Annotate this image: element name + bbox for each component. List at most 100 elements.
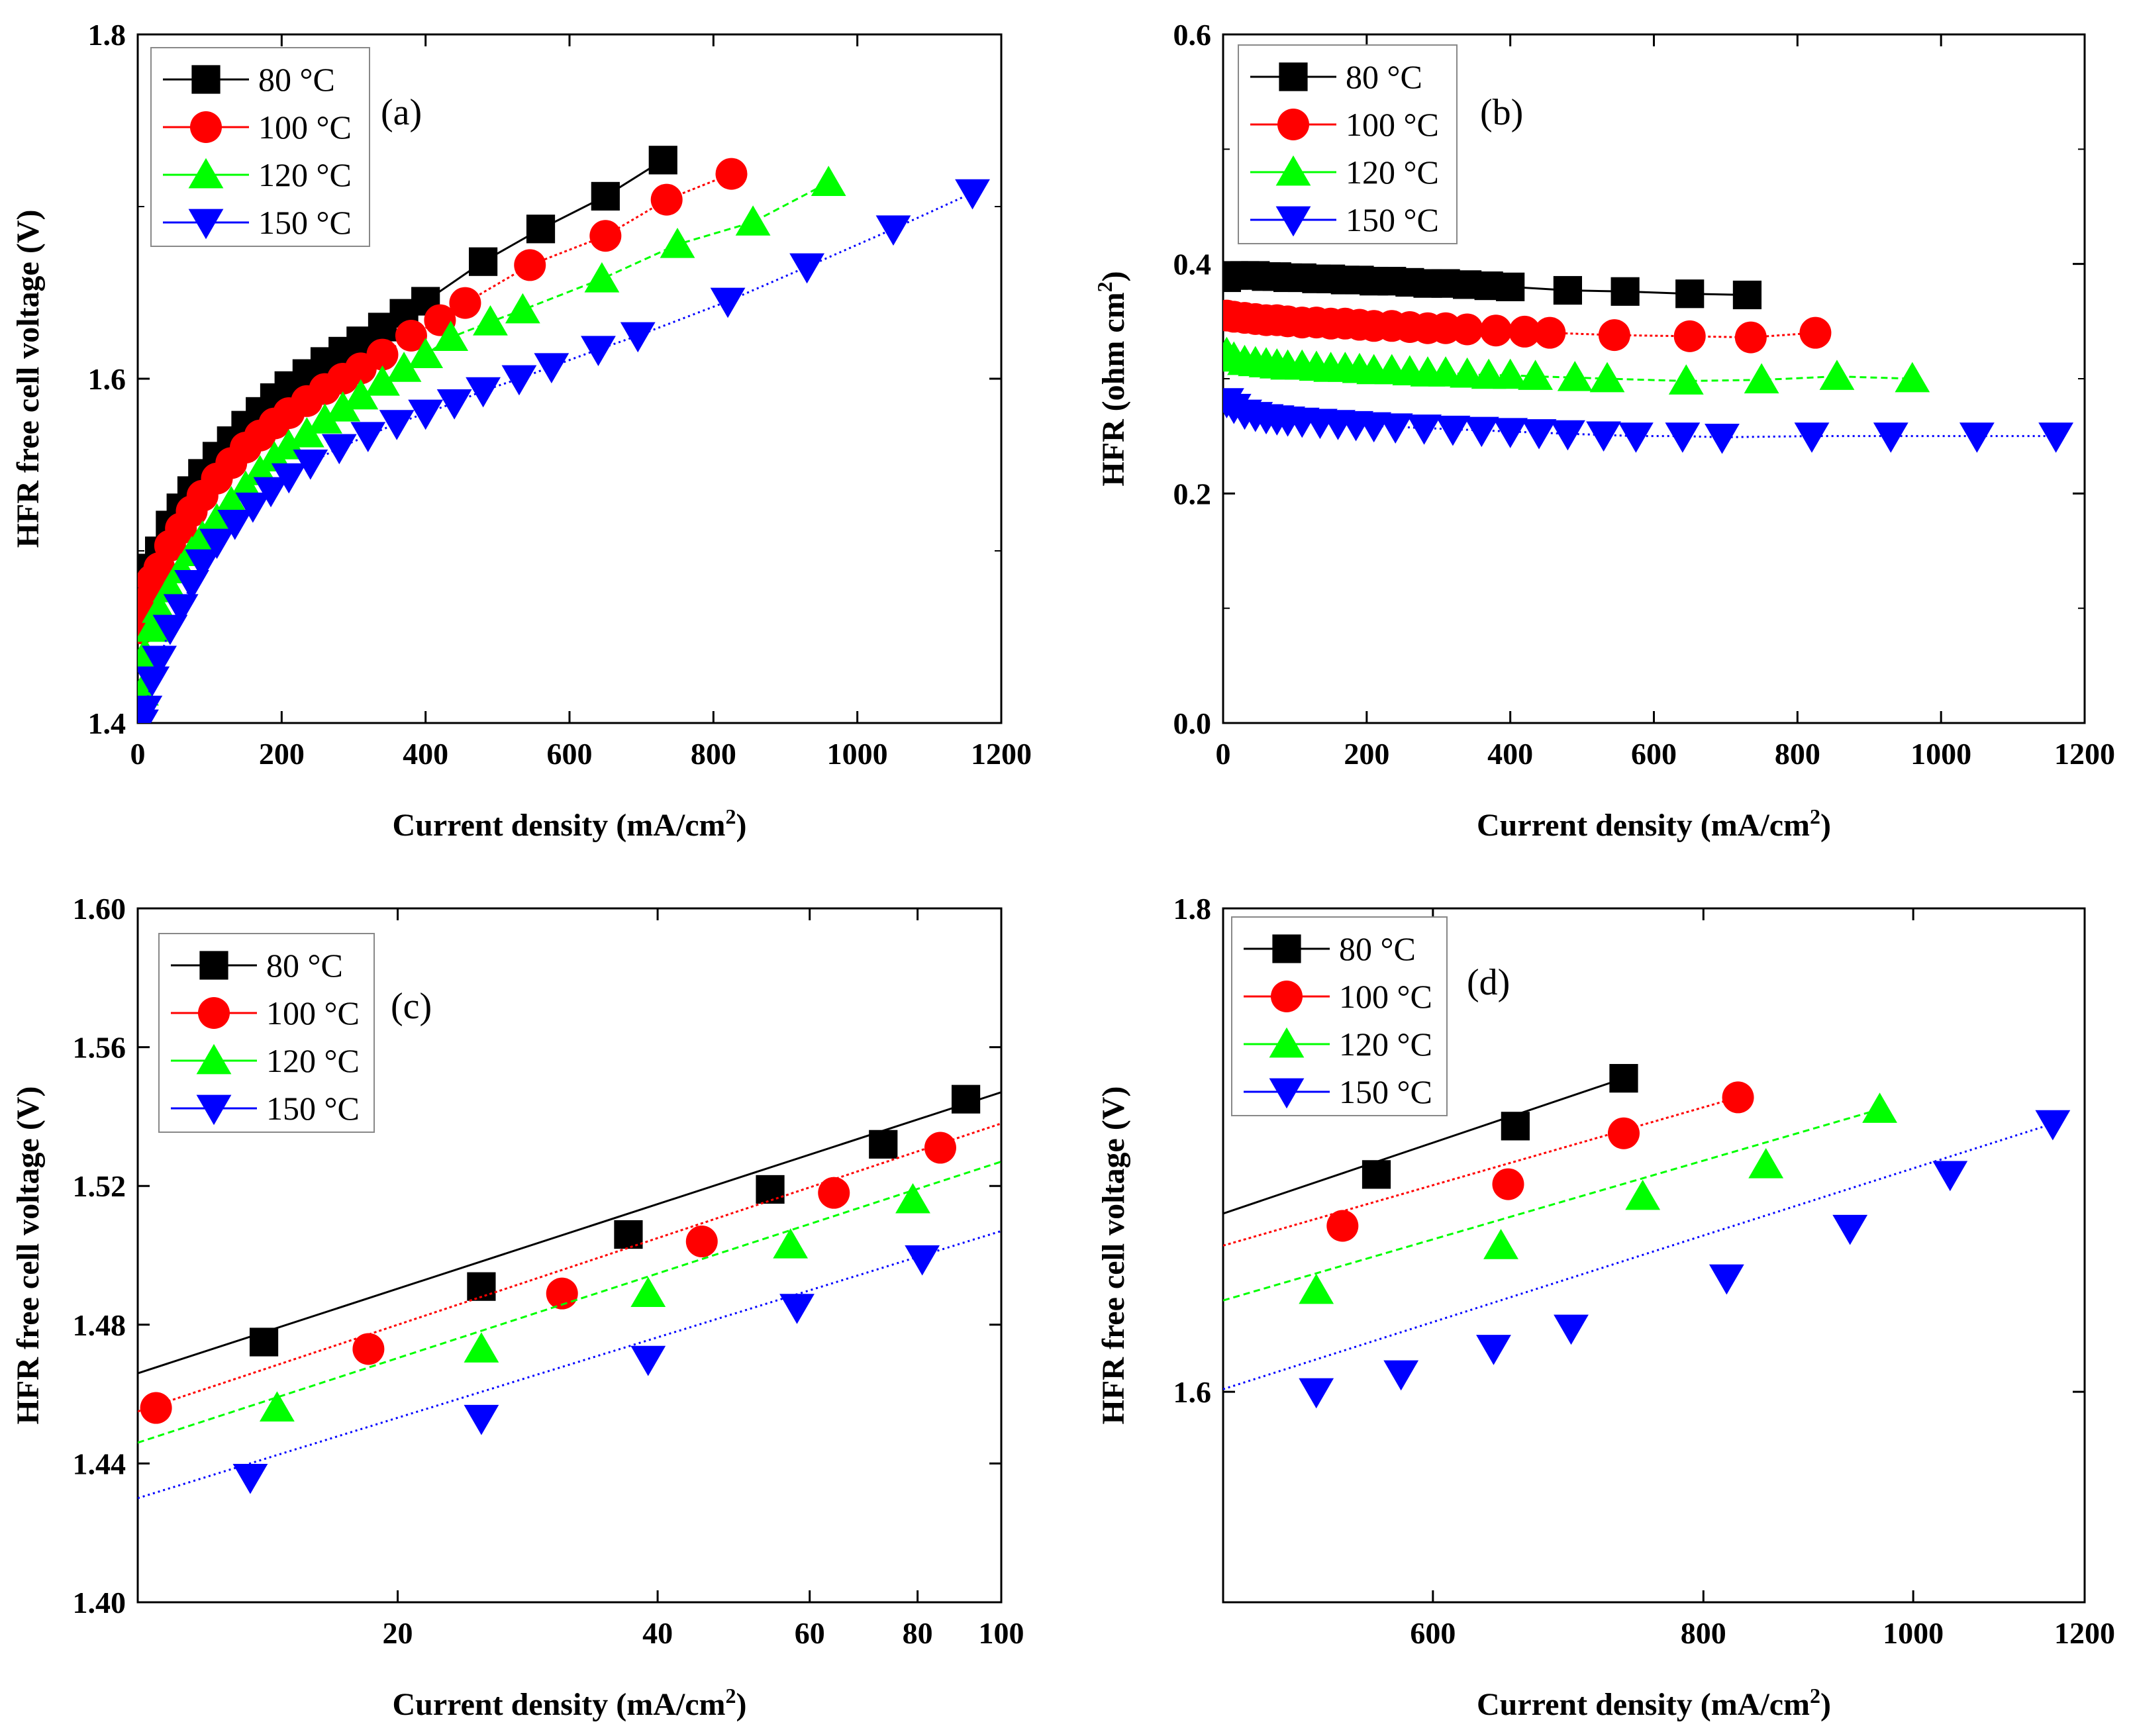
legend-marker: [188, 158, 224, 189]
legend: 80 °C 100 °C 120 °C 150 °C: [1238, 44, 1458, 244]
data-point: [217, 510, 253, 540]
legend-label: 120 °C: [258, 156, 352, 193]
data-point: [811, 166, 846, 196]
data-point: [1611, 277, 1640, 306]
legend-marker: [190, 111, 222, 143]
legend-item: 150 °C: [1250, 201, 1439, 238]
x-tick-label: 400: [1487, 737, 1533, 771]
x-tick-label: 80: [903, 1616, 933, 1650]
data-point: [1722, 1081, 1754, 1114]
series-line: [1223, 1122, 2054, 1390]
data-point: [1553, 275, 1582, 305]
series-line: [1223, 1108, 1880, 1302]
plot-frame: [136, 907, 1003, 1604]
data-point: [1493, 358, 1528, 389]
panel-a: 0 200 400 600 800 1000 1200 1.4 1.6 1.8 Current de…: [11, 18, 1032, 843]
data-point: [1496, 272, 1525, 301]
data-point: [875, 215, 911, 246]
data-point: [138, 666, 170, 697]
data-point: [1862, 1092, 1897, 1123]
series-line: [138, 1122, 1001, 1413]
data-point: [152, 614, 188, 646]
legend-item: 120 °C: [171, 1042, 360, 1079]
data-point: [895, 1182, 930, 1214]
y-tick-label: 0.0: [1173, 706, 1212, 740]
data-point: [343, 379, 379, 410]
data-point: [1748, 1147, 1784, 1179]
x-tick-label: 1200: [2054, 737, 2115, 771]
data-point: [1463, 416, 1499, 448]
legend-label: 120 °C: [1339, 1026, 1432, 1063]
data-point: [514, 249, 546, 281]
x-tick-label: 0: [1216, 737, 1231, 771]
x-tick-label: 0: [130, 737, 146, 771]
data-point: [2038, 422, 2074, 453]
legend-label: 150 °C: [1346, 201, 1439, 238]
data-point: [185, 549, 221, 580]
legend-item: 100 °C: [1250, 106, 1439, 143]
series-150C: [138, 179, 990, 723]
data-point: [1550, 420, 1585, 451]
data-point: [773, 1228, 809, 1259]
series-80C: [1223, 1064, 1638, 1215]
legend-label: 100 °C: [258, 109, 352, 146]
data-point: [1299, 1273, 1334, 1304]
data-point: [1607, 1117, 1640, 1149]
data-point: [1435, 415, 1471, 446]
data-point: [1483, 1229, 1518, 1259]
x-tick-label: 600: [1410, 1616, 1456, 1650]
legend-item: 80 °C: [1244, 930, 1416, 967]
y-axis-title: HFR free cell voltage (V): [11, 1086, 46, 1425]
data-point: [1618, 422, 1654, 453]
x-tick-label: 800: [691, 737, 736, 771]
x-tick-label: 600: [547, 737, 593, 771]
data-point: [260, 1391, 295, 1422]
y-tick-label: 1.4: [88, 706, 126, 740]
legend-item: 100 °C: [163, 109, 352, 146]
data-point: [163, 594, 199, 624]
legend-marker: [1279, 62, 1308, 91]
data-point: [1451, 313, 1483, 346]
data-point: [235, 493, 271, 523]
data-point: [1326, 1210, 1359, 1242]
x-tick-label: 60: [795, 1616, 825, 1650]
data-point: [365, 365, 400, 396]
series-80C: [138, 1085, 1001, 1374]
series-150C: [138, 1230, 1001, 1500]
legend-marker: [1269, 1078, 1305, 1109]
plot-area: [1223, 1064, 2071, 1409]
data-point: [253, 477, 289, 508]
y-axis-title: HFR free cell voltage (V): [1096, 1086, 1131, 1425]
data-point: [710, 287, 746, 318]
legend-marker: [1271, 981, 1303, 1012]
legend-marker: [198, 997, 230, 1029]
data-point: [1665, 422, 1701, 453]
y-tick-label: 1.52: [73, 1169, 126, 1203]
data-point: [1521, 419, 1557, 450]
data-point: [436, 389, 472, 420]
data-point: [1428, 356, 1463, 387]
data-point: [138, 695, 163, 723]
data-point: [1673, 320, 1706, 352]
data-point: [1932, 1161, 1968, 1192]
data-point: [386, 352, 422, 382]
legend-marker: [1269, 1027, 1305, 1058]
data-point: [584, 262, 620, 293]
legend-label: 150 °C: [258, 204, 352, 241]
data-point: [1598, 319, 1630, 352]
y-tick-label: 1.40: [73, 1586, 126, 1619]
legend-label: 120 °C: [1346, 154, 1439, 191]
legend-box: [1238, 44, 1458, 244]
legend-label: 150 °C: [1339, 1073, 1432, 1110]
x-tick-label: 1200: [2054, 1616, 2115, 1650]
data-point: [199, 503, 234, 534]
data-point: [589, 220, 622, 252]
series-80C: [1223, 261, 1762, 310]
data-point: [1734, 321, 1767, 354]
x-tick-label: 400: [403, 737, 448, 771]
series-line: [1223, 1077, 1624, 1215]
data-point: [581, 336, 616, 366]
plot-area: [138, 146, 990, 723]
